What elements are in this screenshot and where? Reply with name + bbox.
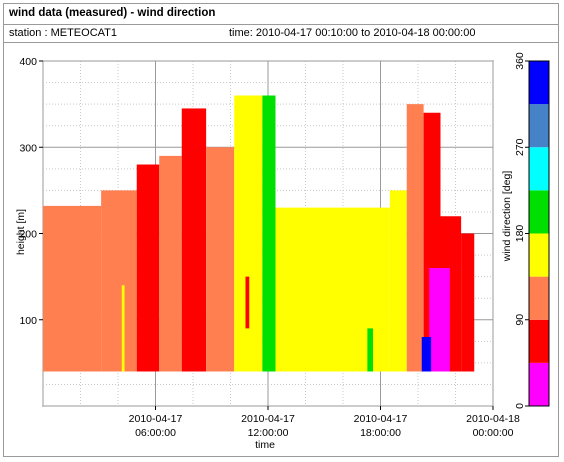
data-segment bbox=[262, 95, 276, 372]
data-segment bbox=[136, 164, 160, 372]
data-segment bbox=[461, 233, 475, 372]
time-range-label: time: 2010-04-17 00:10:00 to 2010-04-18 … bbox=[229, 27, 476, 39]
axes: 100 200 300 400 2010-04-17 06:00:00 2010-04-17… bbox=[19, 56, 520, 439]
x-tick-label-date: 2010-04-17 bbox=[354, 413, 408, 425]
data-patch bbox=[429, 268, 450, 372]
data-patch bbox=[266, 95, 272, 113]
station-label: station : METEOCAT1 bbox=[9, 27, 117, 39]
colorbar-tick-label: 270 bbox=[514, 138, 526, 156]
colorbar-label: wind direction [deg] bbox=[501, 171, 513, 263]
data-segment bbox=[406, 104, 424, 372]
x-tick-label-date: 2010-04-18 bbox=[466, 413, 520, 425]
data-segment bbox=[389, 190, 407, 372]
data-segment bbox=[101, 190, 137, 372]
colorbar-bin bbox=[529, 147, 549, 191]
data-patch bbox=[421, 337, 432, 372]
x-tick-label-date: 2010-04-17 bbox=[241, 413, 295, 425]
x-tick-label-time: 18:00:00 bbox=[360, 427, 401, 439]
colorbar-tick-label: 90 bbox=[514, 314, 526, 326]
chart-title: wind data (measured) - wind direction bbox=[9, 7, 216, 19]
title-bar: wind data (measured) - wind direction bbox=[4, 4, 558, 25]
colorbar-bin bbox=[529, 276, 549, 320]
data-patch bbox=[367, 328, 373, 372]
data-segment bbox=[159, 155, 182, 372]
data-patch bbox=[245, 276, 250, 329]
data-segment bbox=[43, 205, 102, 372]
colorbar-tick-label: 360 bbox=[514, 52, 526, 70]
y-tick-label: 400 bbox=[19, 56, 37, 68]
data-layer bbox=[43, 95, 475, 372]
y-tick-label: 100 bbox=[19, 315, 37, 327]
colorbar-bin bbox=[529, 104, 549, 148]
y-tick-label: 200 bbox=[19, 229, 37, 241]
x-tick-label-time: 12:00:00 bbox=[248, 427, 289, 439]
x-axis-label: time bbox=[255, 439, 275, 451]
info-bar: station : METEOCAT1 time: 2010-04-17 00:… bbox=[4, 25, 558, 43]
data-segment bbox=[181, 108, 207, 372]
colorbar-bin bbox=[529, 233, 549, 277]
x-tick-label-time: 06:00:00 bbox=[135, 427, 176, 439]
data-segment bbox=[234, 95, 263, 372]
y-tick-label: 300 bbox=[19, 142, 37, 154]
x-tick-label-time: 00:00:00 bbox=[473, 427, 514, 439]
colorbar: 0 90 180 270 360 bbox=[514, 52, 550, 409]
colorbar-bin bbox=[529, 362, 549, 406]
data-segment bbox=[206, 147, 235, 372]
colorbar-tick-label: 0 bbox=[514, 403, 526, 409]
x-tick-label-date: 2010-04-17 bbox=[129, 413, 183, 425]
data-patch bbox=[121, 285, 125, 372]
colorbar-tick-label: 180 bbox=[514, 225, 526, 243]
colorbar-bin bbox=[529, 190, 549, 234]
colorbar-bin bbox=[529, 61, 549, 105]
colorbar-bin bbox=[529, 319, 549, 363]
y-axis-label: height [m] bbox=[15, 209, 27, 255]
